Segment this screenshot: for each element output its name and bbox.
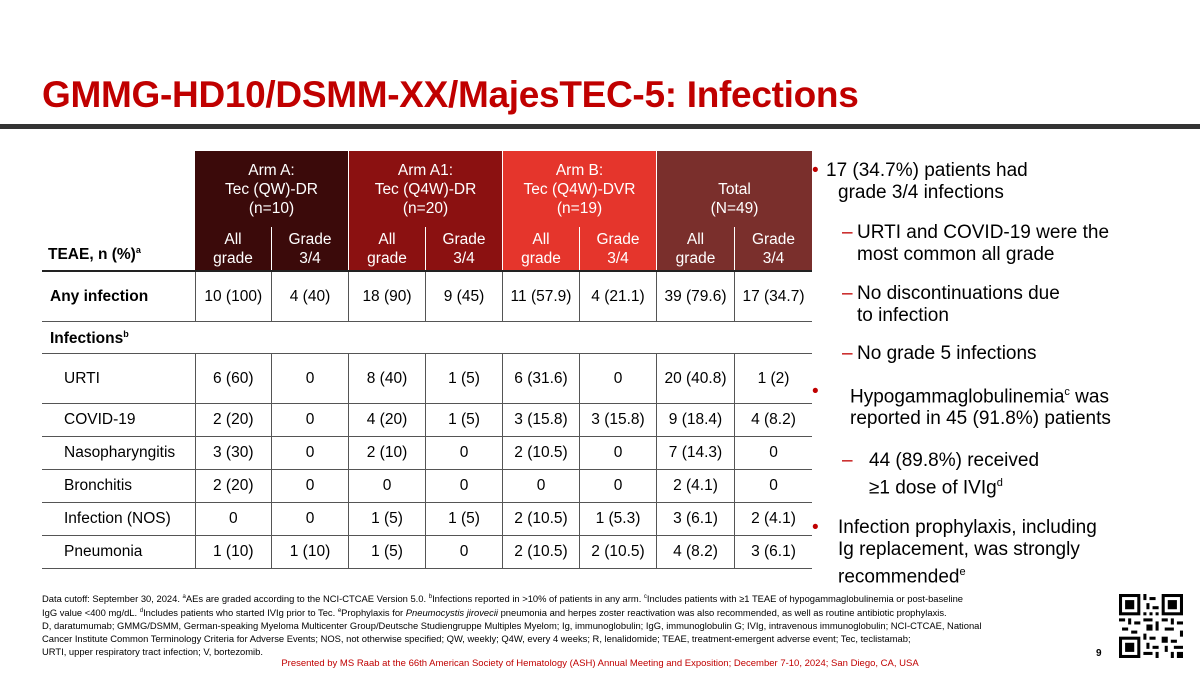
table-row-any-infection: Any infection 10 (100) 4 (40) 18 (90) 9 … — [42, 270, 812, 322]
subcol-all-grade: All grade — [195, 227, 272, 271]
bullet-icon: • — [812, 381, 819, 402]
arm-a-header: Arm A: Tec (QW)-DR (n=10) — [195, 151, 349, 227]
subbullet-ivig: – 44 (89.8%) received ≥1 dose of IVIgd — [842, 450, 1040, 499]
subbullet-discontinuations: – No discontinuations due to infection — [842, 283, 1060, 326]
bullet-grade34: • 17 (34.7%) patients had grade 3/4 infe… — [812, 160, 1028, 203]
bullet-icon: • — [812, 517, 819, 538]
subcol-grade-3-4: Grade 3/4 — [579, 227, 657, 271]
table-row: Bronchitis 2 (20) 0 0 0 0 0 2 (4.1) 0 — [42, 469, 812, 503]
presented-by-footer: Presented by MS Raab at the 66th America… — [281, 658, 919, 669]
footnotes: Data cutoff: September 30, 2024. aAEs ar… — [42, 593, 982, 658]
title-divider — [0, 124, 1200, 129]
dash-icon: – — [842, 222, 853, 243]
table-row: COVID-19 2 (20) 0 4 (20) 1 (5) 3 (15.8) … — [42, 403, 812, 437]
bullet-hypogamma: • Hypogammaglobulinemiac was reported in… — [812, 381, 1111, 430]
total-header: Total (N=49) — [656, 151, 812, 227]
bullet-icon: • — [812, 160, 819, 181]
infections-section-label: Infectionsb — [42, 321, 195, 354]
table-row: URTI 6 (60) 0 8 (40) 1 (5) 6 (31.6) 0 20… — [42, 353, 812, 404]
dash-icon: – — [842, 450, 853, 471]
arm-b-header: Arm B: Tec (Q4W)-DVR (n=19) — [502, 151, 657, 227]
qr-code-icon — [1119, 594, 1183, 658]
teae-column-header: TEAE, n (%)a — [48, 244, 141, 263]
infections-table: Arm A: Tec (QW)-DR (n=10) Arm A1: Tec (Q4W)… — [42, 151, 812, 569]
header-blank — [42, 151, 195, 227]
subcol-grade-3-4: Grade 3/4 — [734, 227, 812, 271]
subbullet-urti: – URTI and COVID-19 were the most common… — [842, 222, 1110, 265]
slide-title: GMMG-HD10/DSMM-XX/MajesTEC-5: Infections — [42, 74, 859, 115]
table-row: Nasopharyngitis 3 (30) 0 2 (10) 0 2 (10.… — [42, 436, 812, 470]
subcol-grade-3-4: Grade 3/4 — [425, 227, 503, 271]
subbullet-grade5: – No grade 5 infections — [842, 343, 1037, 364]
table-row: Pneumonia 1 (10) 1 (10) 1 (5) 0 2 (10.5)… — [42, 535, 812, 569]
dash-icon: – — [842, 343, 853, 364]
subcol-all-grade: All grade — [656, 227, 735, 271]
table-row: Infection (NOS) 0 0 1 (5) 1 (5) 2 (10.5)… — [42, 502, 812, 536]
bullet-prophylaxis: • Infection prophylaxis, including Ig re… — [812, 517, 1097, 588]
subcol-all-grade: All grade — [502, 227, 580, 271]
page-number: 9 — [1096, 648, 1102, 659]
table-row-infections-section: Infectionsb — [42, 321, 812, 354]
subcol-all-grade: All grade — [348, 227, 426, 271]
dash-icon: – — [842, 283, 853, 304]
subcol-grade-3-4: Grade 3/4 — [271, 227, 349, 271]
arm-a1-header: Arm A1: Tec (Q4W)-DR (n=20) — [348, 151, 503, 227]
